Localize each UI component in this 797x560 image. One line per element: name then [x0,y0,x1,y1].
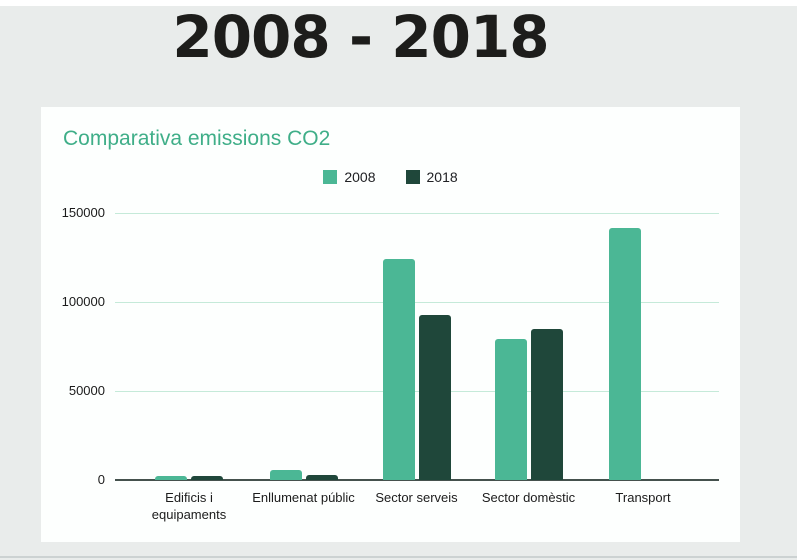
legend-label: 2008 [344,169,376,185]
bar-2008-sector-serveis [382,259,415,480]
bar-2018-sector-domèstic [530,329,563,480]
bar-group-3 [382,213,451,480]
y-axis-tick-label: 150000 [61,205,105,220]
gridline [115,302,719,303]
x-axis-category-label: Enllumenat públic [252,490,355,505]
page-title: 2008 - 2018 [172,3,549,71]
x-axis-category-label: Transport [615,490,671,505]
bar-2018-edificis-i-equipaments [191,476,223,480]
bar-2018-sector-serveis [418,315,451,480]
x-axis-category-label: Sector domèstic [481,490,576,505]
x-axis-category-label: Edificis i equipaments [151,490,227,522]
bar-2008-enllumenat-públic [269,470,302,480]
legend-entry-2018: 2018 [405,169,458,185]
x-axis-category-label: Sector serveis [375,490,458,505]
top-strip [0,0,797,6]
y-axis-tick-label: 0 [97,472,105,487]
y-axis-tick-label: 50000 [68,383,105,398]
legend-entry-2008: 2008 [323,169,376,185]
plot-area [115,213,719,481]
bar-2018-enllumenat-públic [305,475,338,480]
legend-label: 2018 [426,169,458,185]
gridline [115,391,719,392]
bar-2008-edificis-i-equipaments [155,476,187,480]
gridline [115,213,719,214]
legend-swatch-icon [323,170,338,184]
bar-group-2 [269,213,338,480]
legend-swatch-icon [405,170,420,184]
bar-group-4 [494,213,563,480]
x-axis-line [115,479,719,481]
chart-legend: 2008 2018 [41,168,740,186]
bar-group-1 [155,213,223,480]
bottom-divider [0,556,797,558]
bar-group-5 [609,213,677,480]
bar-2008-transport [609,228,641,480]
chart-title: Comparativa emissions CO2 [63,127,331,150]
y-axis-tick-label: 100000 [61,294,105,309]
bar-2008-sector-domèstic [494,339,527,480]
chart-card: Comparativa emissions CO2 2008 2018 0 5000… [41,107,740,542]
